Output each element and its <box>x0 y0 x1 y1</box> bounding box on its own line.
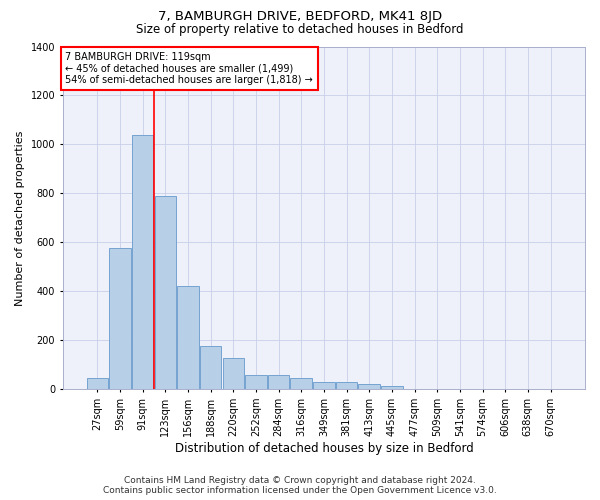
Bar <box>177 286 199 390</box>
Bar <box>200 346 221 390</box>
Bar <box>336 382 358 390</box>
X-axis label: Distribution of detached houses by size in Bedford: Distribution of detached houses by size … <box>175 442 473 455</box>
Bar <box>290 378 312 390</box>
Text: Size of property relative to detached houses in Bedford: Size of property relative to detached ho… <box>136 22 464 36</box>
Bar <box>155 196 176 390</box>
Text: 7, BAMBURGH DRIVE, BEDFORD, MK41 8JD: 7, BAMBURGH DRIVE, BEDFORD, MK41 8JD <box>158 10 442 23</box>
Bar <box>223 358 244 390</box>
Bar <box>313 382 335 390</box>
Text: Contains HM Land Registry data © Crown copyright and database right 2024.
Contai: Contains HM Land Registry data © Crown c… <box>103 476 497 495</box>
Bar <box>132 134 154 390</box>
Bar <box>109 248 131 390</box>
Bar <box>86 378 108 390</box>
Bar <box>268 376 289 390</box>
Bar <box>358 384 380 390</box>
Bar <box>381 386 403 390</box>
Bar <box>245 374 266 390</box>
Y-axis label: Number of detached properties: Number of detached properties <box>15 130 25 306</box>
Text: 7 BAMBURGH DRIVE: 119sqm
← 45% of detached houses are smaller (1,499)
54% of sem: 7 BAMBURGH DRIVE: 119sqm ← 45% of detach… <box>65 52 313 85</box>
